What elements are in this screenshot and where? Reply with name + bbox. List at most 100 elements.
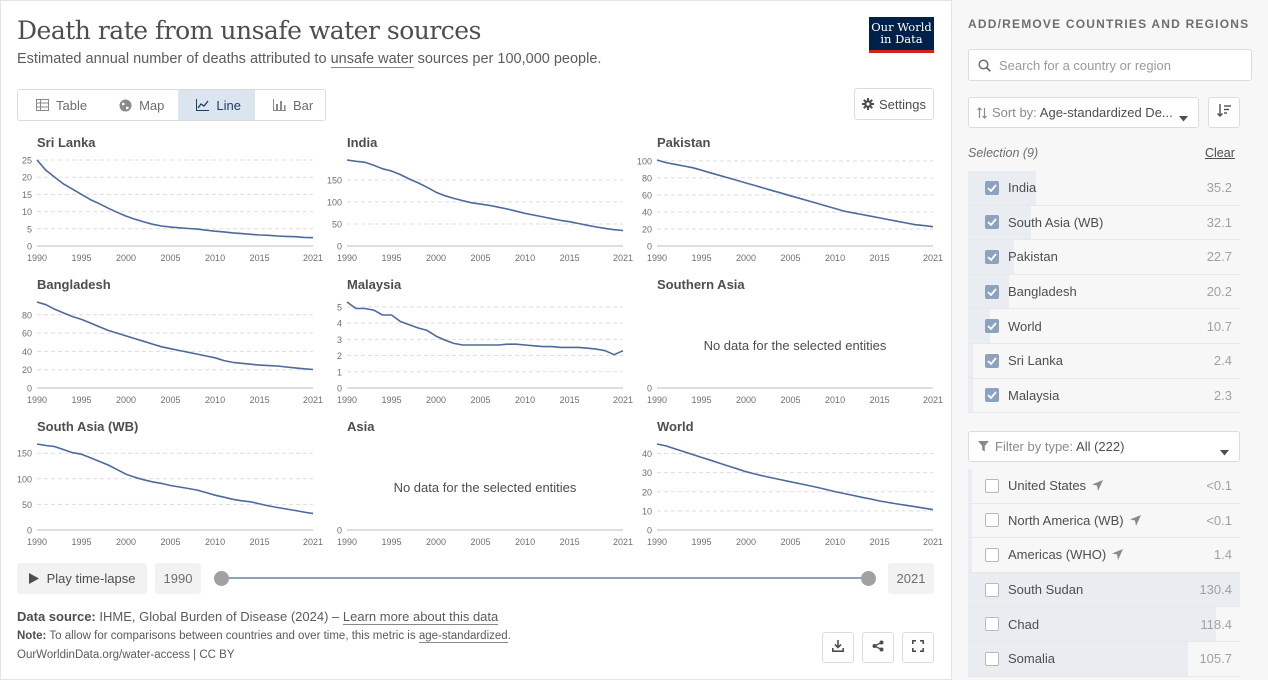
series-line[interactable] [656, 159, 934, 228]
tab-map[interactable]: Map [101, 90, 178, 120]
settings-button[interactable]: Settings [854, 88, 934, 120]
series-line[interactable] [36, 301, 314, 371]
selected-entity-row[interactable]: Sri Lanka 2.4 [968, 344, 1240, 379]
timeline-end-handle[interactable] [861, 571, 876, 586]
selected-entity-row[interactable]: Malaysia 2.3 [968, 378, 1240, 414]
series-line[interactable] [36, 159, 314, 239]
y-tick-label: 15 [22, 190, 32, 200]
checkbox[interactable] [985, 388, 999, 403]
x-tick-label: 1995 [692, 537, 712, 547]
entity-value: 130.4 [1199, 582, 1232, 598]
download-button[interactable] [822, 632, 854, 663]
entity-name: Bangladesh [1008, 284, 1077, 299]
value-bar [968, 607, 1216, 641]
share-button[interactable] [862, 632, 894, 663]
chart-title: Sri Lanka [37, 135, 96, 150]
entity-name-text: North America (WB) [1008, 512, 1124, 528]
series-line[interactable] [36, 443, 314, 515]
page-title: Death rate from unsafe water sources [17, 16, 481, 45]
x-tick-label: 1990 [27, 395, 47, 405]
sort-by-dropdown[interactable]: Sort by: Age-standardized De... [968, 97, 1199, 128]
settings-label: Settings [879, 96, 926, 112]
x-tick-label: 2015 [250, 253, 270, 263]
checkbox[interactable] [985, 651, 999, 666]
series-line[interactable] [656, 443, 934, 511]
checkbox[interactable] [985, 180, 999, 195]
y-tick-label: 100 [637, 156, 652, 166]
selected-entity-row[interactable]: South Asia (WB) 32.1 [968, 205, 1240, 241]
y-tick-label: 10 [22, 207, 32, 217]
x-tick-label: 2015 [560, 395, 580, 405]
entity-value: 20.2 [1206, 284, 1232, 300]
x-tick-label: 2000 [426, 253, 446, 263]
note-text: To allow for comparisons between countri… [46, 630, 419, 642]
end-year: 2021 [888, 563, 934, 594]
subtitle-link[interactable]: unsafe water [330, 51, 414, 68]
checkbox[interactable] [985, 319, 999, 334]
learn-more-link[interactable]: Learn more about this data [342, 609, 499, 625]
available-entity-row[interactable]: Americas (WHO) 1.4 [968, 538, 1240, 573]
entity-name: Malaysia [1008, 388, 1059, 403]
tab-bar[interactable]: Bar [255, 90, 325, 120]
play-timelapse-button[interactable]: Play time-lapse [17, 563, 147, 594]
value-bar [968, 171, 1036, 205]
x-tick-label: 1995 [692, 395, 712, 405]
y-tick-label: 60 [642, 190, 652, 200]
fullscreen-button[interactable] [902, 632, 934, 663]
x-tick-label: 1990 [647, 395, 667, 405]
start-year: 1990 [155, 563, 201, 594]
x-tick-label: 2000 [116, 537, 136, 547]
x-tick-label: 2021 [923, 253, 943, 263]
selected-entity-row[interactable]: Pakistan 22.7 [968, 240, 1240, 275]
available-entity-row[interactable]: United States <0.1 [968, 469, 1240, 504]
owid-logo[interactable]: Our World in Data [869, 17, 934, 53]
checkbox[interactable] [985, 215, 999, 230]
x-tick-label: 2015 [870, 395, 890, 405]
checkbox[interactable] [985, 617, 999, 632]
sort-descending-icon [1217, 103, 1231, 122]
available-entity-row[interactable]: North America (WB) <0.1 [968, 503, 1240, 539]
checkbox[interactable] [985, 249, 999, 264]
footer-url[interactable]: OurWorldinData.org/water-access | CC BY [17, 649, 235, 661]
checkbox[interactable] [985, 547, 999, 562]
chart-title: Asia [347, 419, 375, 434]
chart-panel-6: South Asia (WB) 0 50 100 150 1990 1995 2000 2005… [17, 419, 323, 547]
filter-by-type-dropdown[interactable]: Filter by type: All (222) [968, 431, 1240, 462]
line-chart-icon [196, 99, 210, 111]
available-entity-row[interactable]: Somalia 105.7 [968, 642, 1240, 677]
timeline-start-handle[interactable] [214, 571, 229, 586]
entity-name: Chad [1008, 617, 1039, 632]
x-tick-label: 1995 [382, 537, 402, 547]
sort-order-button[interactable] [1208, 97, 1240, 128]
x-tick-label: 2005 [471, 253, 491, 263]
search-input[interactable]: Search for a country or region [968, 49, 1252, 81]
checkbox[interactable] [985, 284, 999, 299]
entity-selector: ADD/REMOVE COUNTRIES AND REGIONS Search … [951, 0, 1268, 680]
tab-line[interactable]: Line [178, 90, 255, 120]
checkbox[interactable] [985, 478, 999, 493]
x-tick-label: 1995 [382, 253, 402, 263]
selected-entity-row[interactable]: World 10.7 [968, 309, 1240, 344]
checkbox[interactable] [985, 353, 999, 368]
gear-icon [862, 98, 874, 110]
selected-entity-row[interactable]: Bangladesh 20.2 [968, 274, 1240, 310]
chart-panel-2: Pakistan 0 20 40 60 80 100 1990 1995 2000 2005 2010… [637, 135, 943, 263]
series-line[interactable] [346, 301, 624, 356]
checkbox[interactable] [985, 582, 999, 597]
tab-table[interactable]: Table [18, 90, 101, 120]
y-tick-label: 4 [337, 319, 342, 329]
globe-icon [119, 99, 132, 112]
series-line[interactable] [346, 159, 624, 232]
selected-entity-row[interactable]: India 35.2 [968, 171, 1240, 206]
entity-name-text: Chad [1008, 616, 1040, 632]
checkbox[interactable] [985, 513, 999, 528]
available-entity-row[interactable]: Chad 118.4 [968, 607, 1240, 642]
y-tick-label: 40 [642, 449, 652, 459]
available-entity-row[interactable]: South Sudan 130.4 [968, 572, 1240, 608]
entity-value: 118.4 [1200, 616, 1232, 632]
timeline-track[interactable] [221, 577, 868, 579]
x-tick-label: 2010 [515, 537, 535, 547]
download-icon [832, 639, 844, 657]
age-standardized-link[interactable]: age-standardized [418, 630, 508, 643]
clear-selection-link[interactable]: Clear [1205, 146, 1235, 160]
